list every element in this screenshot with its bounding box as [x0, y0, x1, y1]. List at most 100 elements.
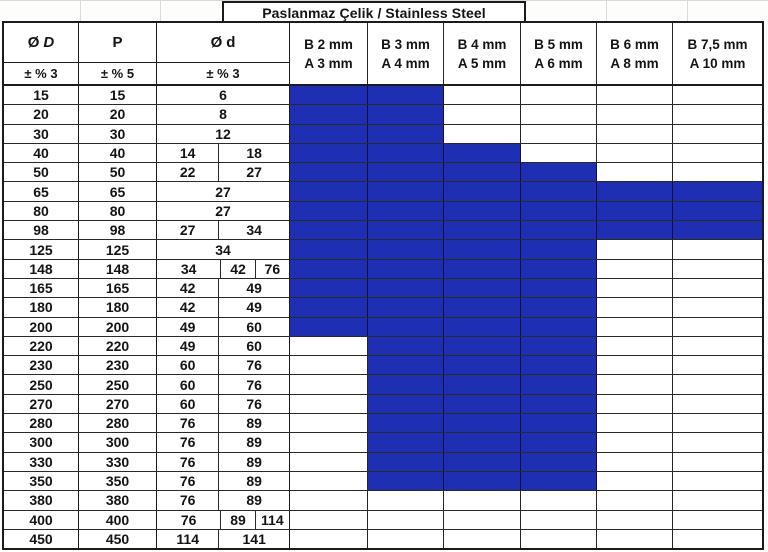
cell-outer-diameter: 230: [4, 356, 79, 375]
cell-thickness-0: [290, 221, 368, 240]
cell-inner-diameter-group: 34: [157, 240, 290, 259]
size-a-label: A 3 mm: [304, 55, 353, 71]
cell-thickness-0: [290, 163, 368, 182]
cell-inner-diameter: 49: [179, 338, 196, 354]
cell-inner-diameter-group: 27: [157, 201, 290, 221]
header-inner-diameter: Ø d ± % 3: [157, 23, 290, 84]
cell-inner-diameter: 60: [218, 336, 289, 356]
cell-outer-diameter: 300: [4, 433, 79, 452]
table-row: 50 50 22 27: [4, 163, 762, 183]
table-row: 20 20 8: [4, 105, 762, 125]
cell-thickness-5: [673, 182, 762, 201]
cell-p: 125: [79, 240, 157, 259]
table-row: 250 250 60 76: [4, 375, 762, 395]
cell-thickness-5: [673, 144, 762, 162]
cell-inner-diameter-group: 42 49: [157, 278, 290, 298]
cell-thickness-5: [673, 414, 762, 432]
cell-thickness-4: [597, 124, 673, 143]
cell-inner-diameter: 27: [179, 222, 196, 239]
cell-thickness-4: [597, 86, 673, 105]
table-row: 280 280 76 89: [4, 414, 762, 434]
table-row: 80 80 27: [4, 201, 762, 222]
cell-thickness-4: [597, 510, 673, 529]
cell-thickness-5: [673, 298, 762, 316]
cell-inner-diameter: 76: [218, 356, 289, 375]
cell-p: 300: [79, 433, 157, 452]
cell-thickness-1: [368, 375, 444, 394]
size-a-label: A 5 mm: [457, 55, 507, 71]
cell-thickness-4: [597, 105, 673, 124]
cell-thickness-0: [290, 240, 368, 259]
cell-thickness-3: [521, 221, 597, 240]
cell-thickness-2: [444, 510, 521, 529]
cell-inner-diameter: 42: [220, 259, 254, 278]
cell-thickness-2: [444, 124, 521, 143]
cell-thickness-0: [290, 452, 368, 471]
cell-p: 98: [79, 221, 157, 240]
cell-inner-diameter-group: 6: [157, 86, 290, 105]
cell-thickness-4: [597, 278, 673, 298]
cell-thickness-2: [444, 414, 521, 433]
cell-thickness-1: [368, 201, 444, 221]
cell-thickness-1: [368, 240, 444, 259]
cell-thickness-5: [673, 240, 762, 258]
cell-inner-diameter-group: 34 42 76: [157, 259, 290, 278]
cell-thickness-3: [521, 124, 597, 143]
size-a-label: A 4 mm: [381, 55, 430, 71]
table-row: 148 148 34 42 76: [4, 259, 762, 279]
diameter-symbol: Ø: [27, 34, 40, 51]
cell-outer-diameter: 40: [4, 143, 79, 163]
cell-thickness-1: [368, 298, 444, 317]
cell-thickness-4: [597, 433, 673, 452]
cell-inner-diameter: 76: [179, 434, 196, 451]
table-row: 220 220 49 60: [4, 336, 762, 357]
table-header: Ø D ± % 3 P ± % 5 Ø d ± % 3 B 2 mm: [4, 23, 762, 86]
table-row: 230 230 60 76: [4, 356, 762, 376]
cell-thickness-3: [521, 278, 597, 298]
cell-thickness-4: [597, 143, 673, 163]
cell-inner-diameter: 76: [180, 511, 197, 528]
cell-thickness-5: [673, 453, 762, 471]
inner-diameter-tolerance: ± % 3: [206, 66, 240, 81]
table-row: 380 380 76 89: [4, 491, 762, 511]
cell-thickness-4: [597, 201, 673, 221]
cell-thickness-0: [290, 529, 368, 549]
cell-inner-diameter: 76: [179, 415, 196, 432]
cell-inner-diameter-group: 8: [157, 105, 290, 124]
diameter-symbol: Ø: [210, 34, 223, 51]
cell-inner-diameter: 76: [218, 375, 289, 394]
table-row: 40 40 14 18: [4, 143, 762, 164]
table-row: 30 30 12: [4, 124, 762, 144]
cell-thickness-5: [673, 318, 762, 336]
cell-outer-diameter: 148: [4, 259, 79, 278]
table-row: 450 450 114 141: [4, 529, 762, 549]
p-label: P: [79, 23, 156, 63]
cell-thickness-3: [521, 375, 597, 394]
cell-inner-diameter: 27: [215, 202, 231, 219]
faint-grid-line: [80, 0, 81, 21]
cell-thickness-5: [673, 530, 762, 548]
cell-thickness-2: [444, 529, 521, 549]
cell-thickness-2: [444, 163, 521, 182]
p-tolerance: ± % 5: [100, 66, 135, 81]
header-size-b6: B 6 mm A 8 mm: [597, 23, 673, 84]
header-size-b2: B 2 mm A 3 mm: [290, 23, 368, 84]
cell-thickness-4: [597, 414, 673, 433]
cell-thickness-5: [673, 511, 762, 529]
cell-thickness-4: [597, 298, 673, 317]
cell-thickness-0: [290, 182, 368, 201]
table-title: Paslanmaz Çelik / Stainless Steel: [222, 1, 526, 22]
cell-inner-diameter-group: 49 60: [157, 317, 290, 336]
cell-thickness-1: [368, 124, 444, 143]
cell-thickness-3: [521, 452, 597, 471]
cell-thickness-3: [521, 510, 597, 529]
cell-p: 80: [79, 201, 157, 221]
cell-p: 450: [79, 529, 157, 549]
cell-inner-diameter-group: 76 89: [157, 414, 290, 433]
cell-thickness-4: [597, 452, 673, 471]
top-strip: Paslanmaz Çelik / Stainless Steel: [0, 0, 768, 22]
header-size-b5: B 5 mm A 6 mm: [521, 23, 597, 84]
cell-outer-diameter: 400: [4, 510, 79, 529]
cell-inner-diameter: 76: [179, 492, 196, 509]
cell-outer-diameter: 350: [4, 471, 79, 491]
